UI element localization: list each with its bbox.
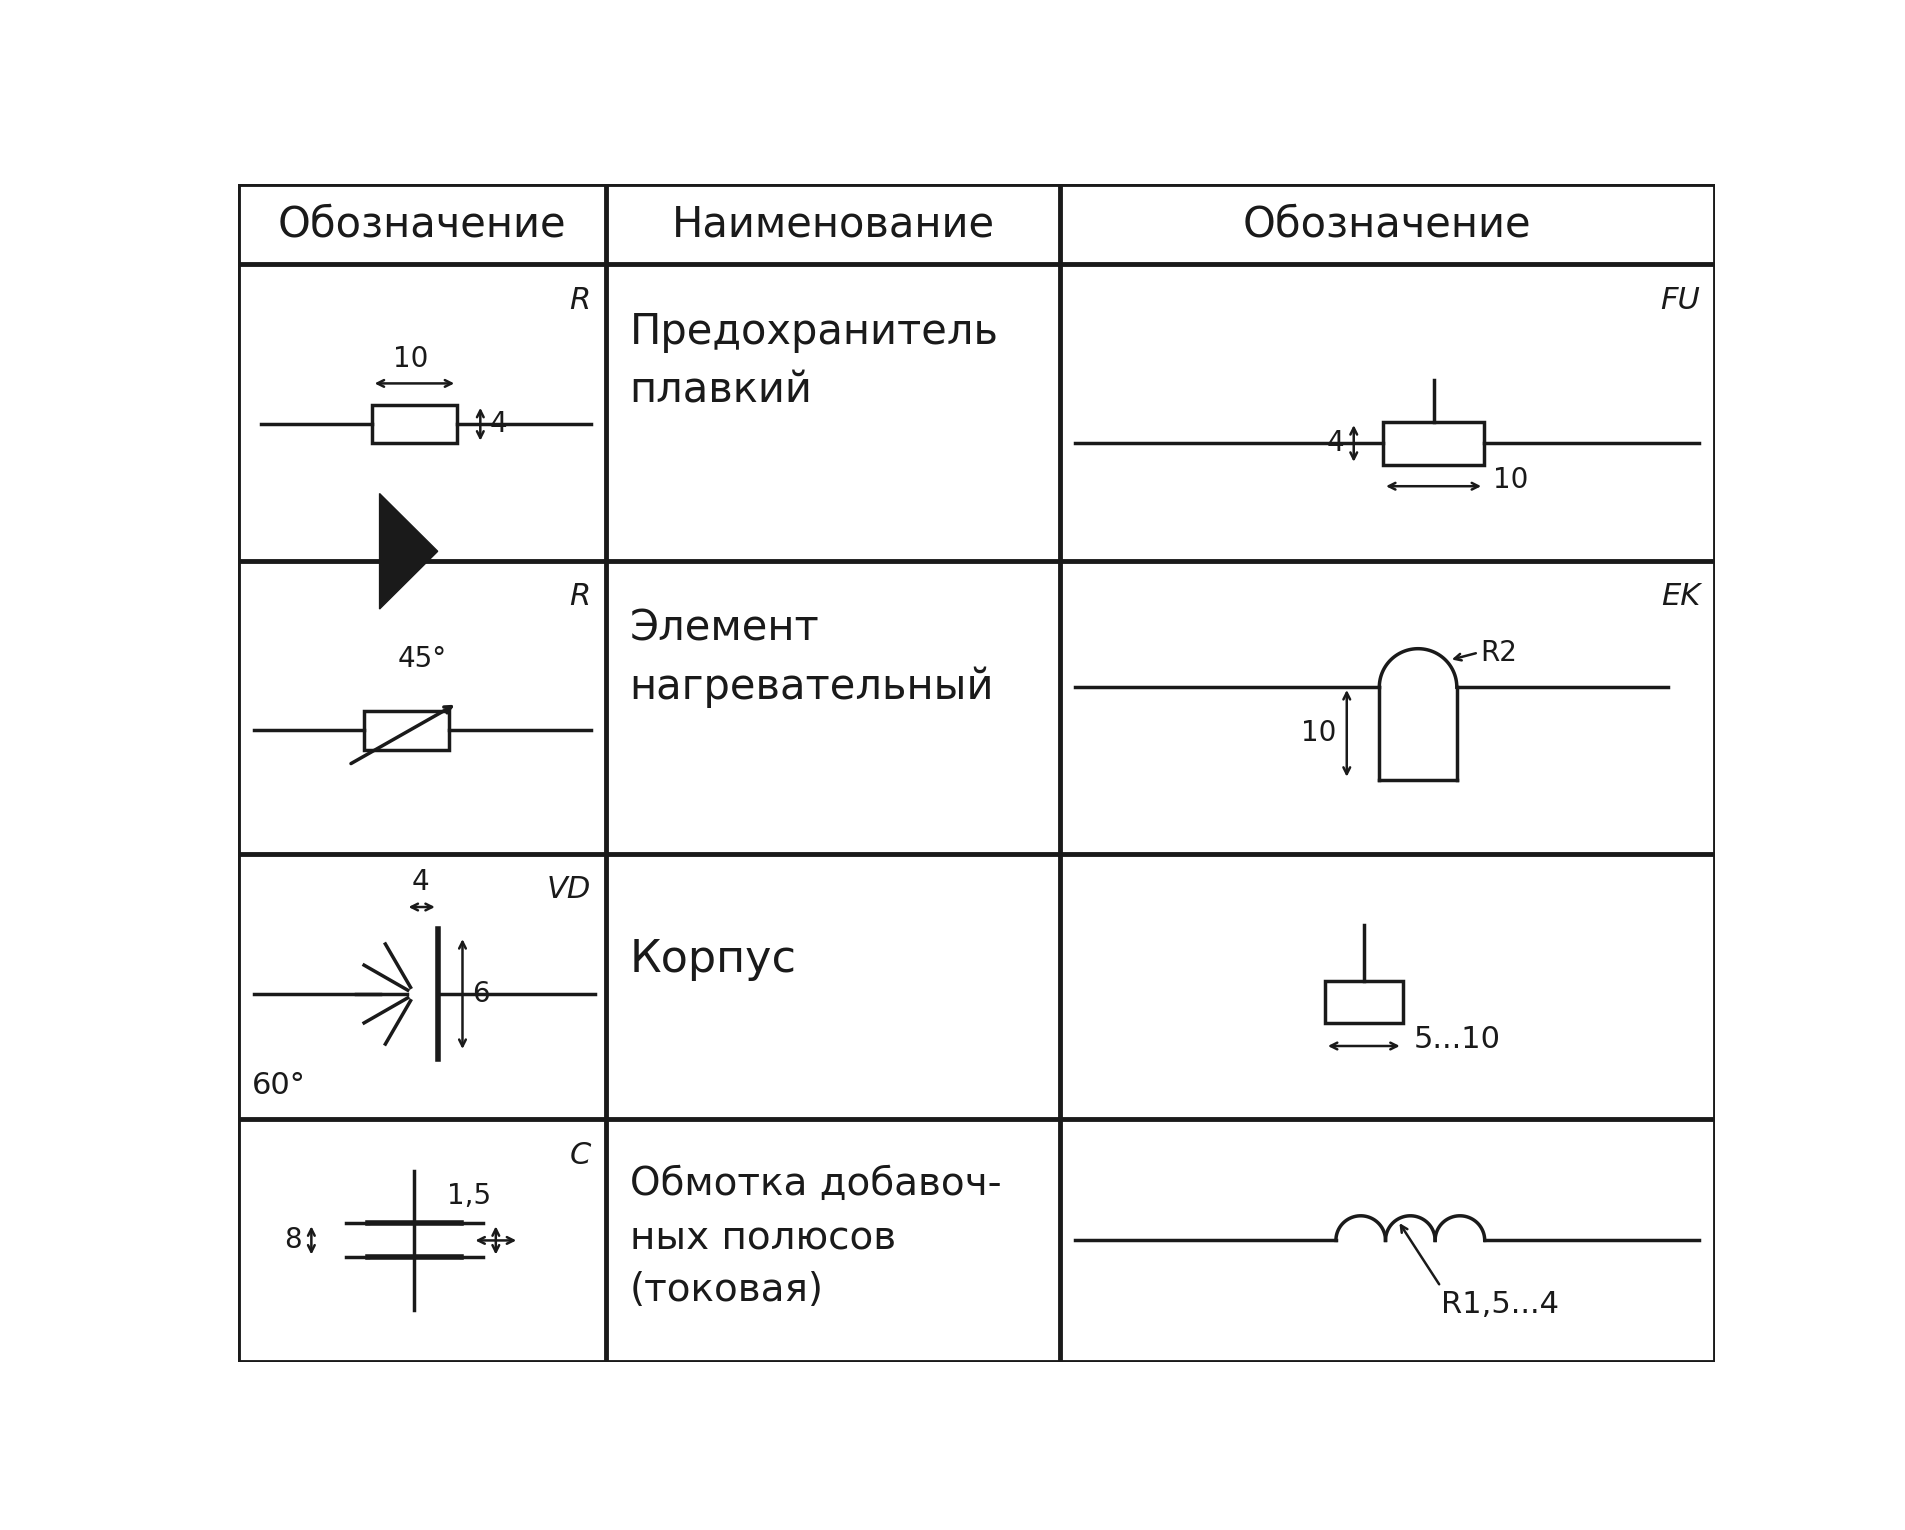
Text: R: R — [570, 583, 591, 612]
Text: 4: 4 — [411, 868, 429, 897]
Text: 5...10: 5...10 — [1414, 1025, 1501, 1054]
Polygon shape — [379, 494, 438, 609]
Text: 1,5: 1,5 — [446, 1181, 491, 1210]
Text: Наименование: Наименование — [671, 203, 994, 245]
Text: 4: 4 — [490, 410, 507, 438]
Text: 60°: 60° — [251, 1071, 307, 1100]
Bar — [364, 711, 450, 750]
Text: 10: 10 — [1494, 467, 1528, 494]
Text: EK: EK — [1661, 583, 1701, 612]
Text: 6: 6 — [472, 981, 490, 1008]
Text: Обмотка добавоч-
ных полюсов
(токовая): Обмотка добавоч- ных полюсов (токовая) — [629, 1166, 1002, 1310]
Text: Элемент
нагревательный: Элемент нагревательный — [629, 607, 994, 707]
Text: Предохранитель
плавкий: Предохранитель плавкий — [629, 311, 998, 412]
Text: 10: 10 — [392, 344, 429, 373]
Text: R2: R2 — [1480, 638, 1516, 667]
Bar — [371, 405, 457, 444]
Text: Обозначение: Обозначение — [278, 203, 566, 245]
Text: R: R — [570, 286, 591, 315]
Text: VD: VD — [547, 875, 591, 904]
Text: 10: 10 — [1301, 719, 1337, 747]
Text: R1,5...4: R1,5...4 — [1440, 1290, 1558, 1319]
Bar — [1326, 981, 1402, 1024]
Text: Обозначение: Обозначение — [1242, 203, 1532, 245]
Text: FU: FU — [1661, 286, 1701, 315]
Text: Корпус: Корпус — [629, 938, 796, 981]
Text: 4: 4 — [1326, 430, 1345, 457]
Bar — [1383, 422, 1484, 465]
Text: 8: 8 — [284, 1227, 301, 1255]
Text: C: C — [570, 1141, 591, 1170]
Text: 45°: 45° — [398, 644, 448, 673]
